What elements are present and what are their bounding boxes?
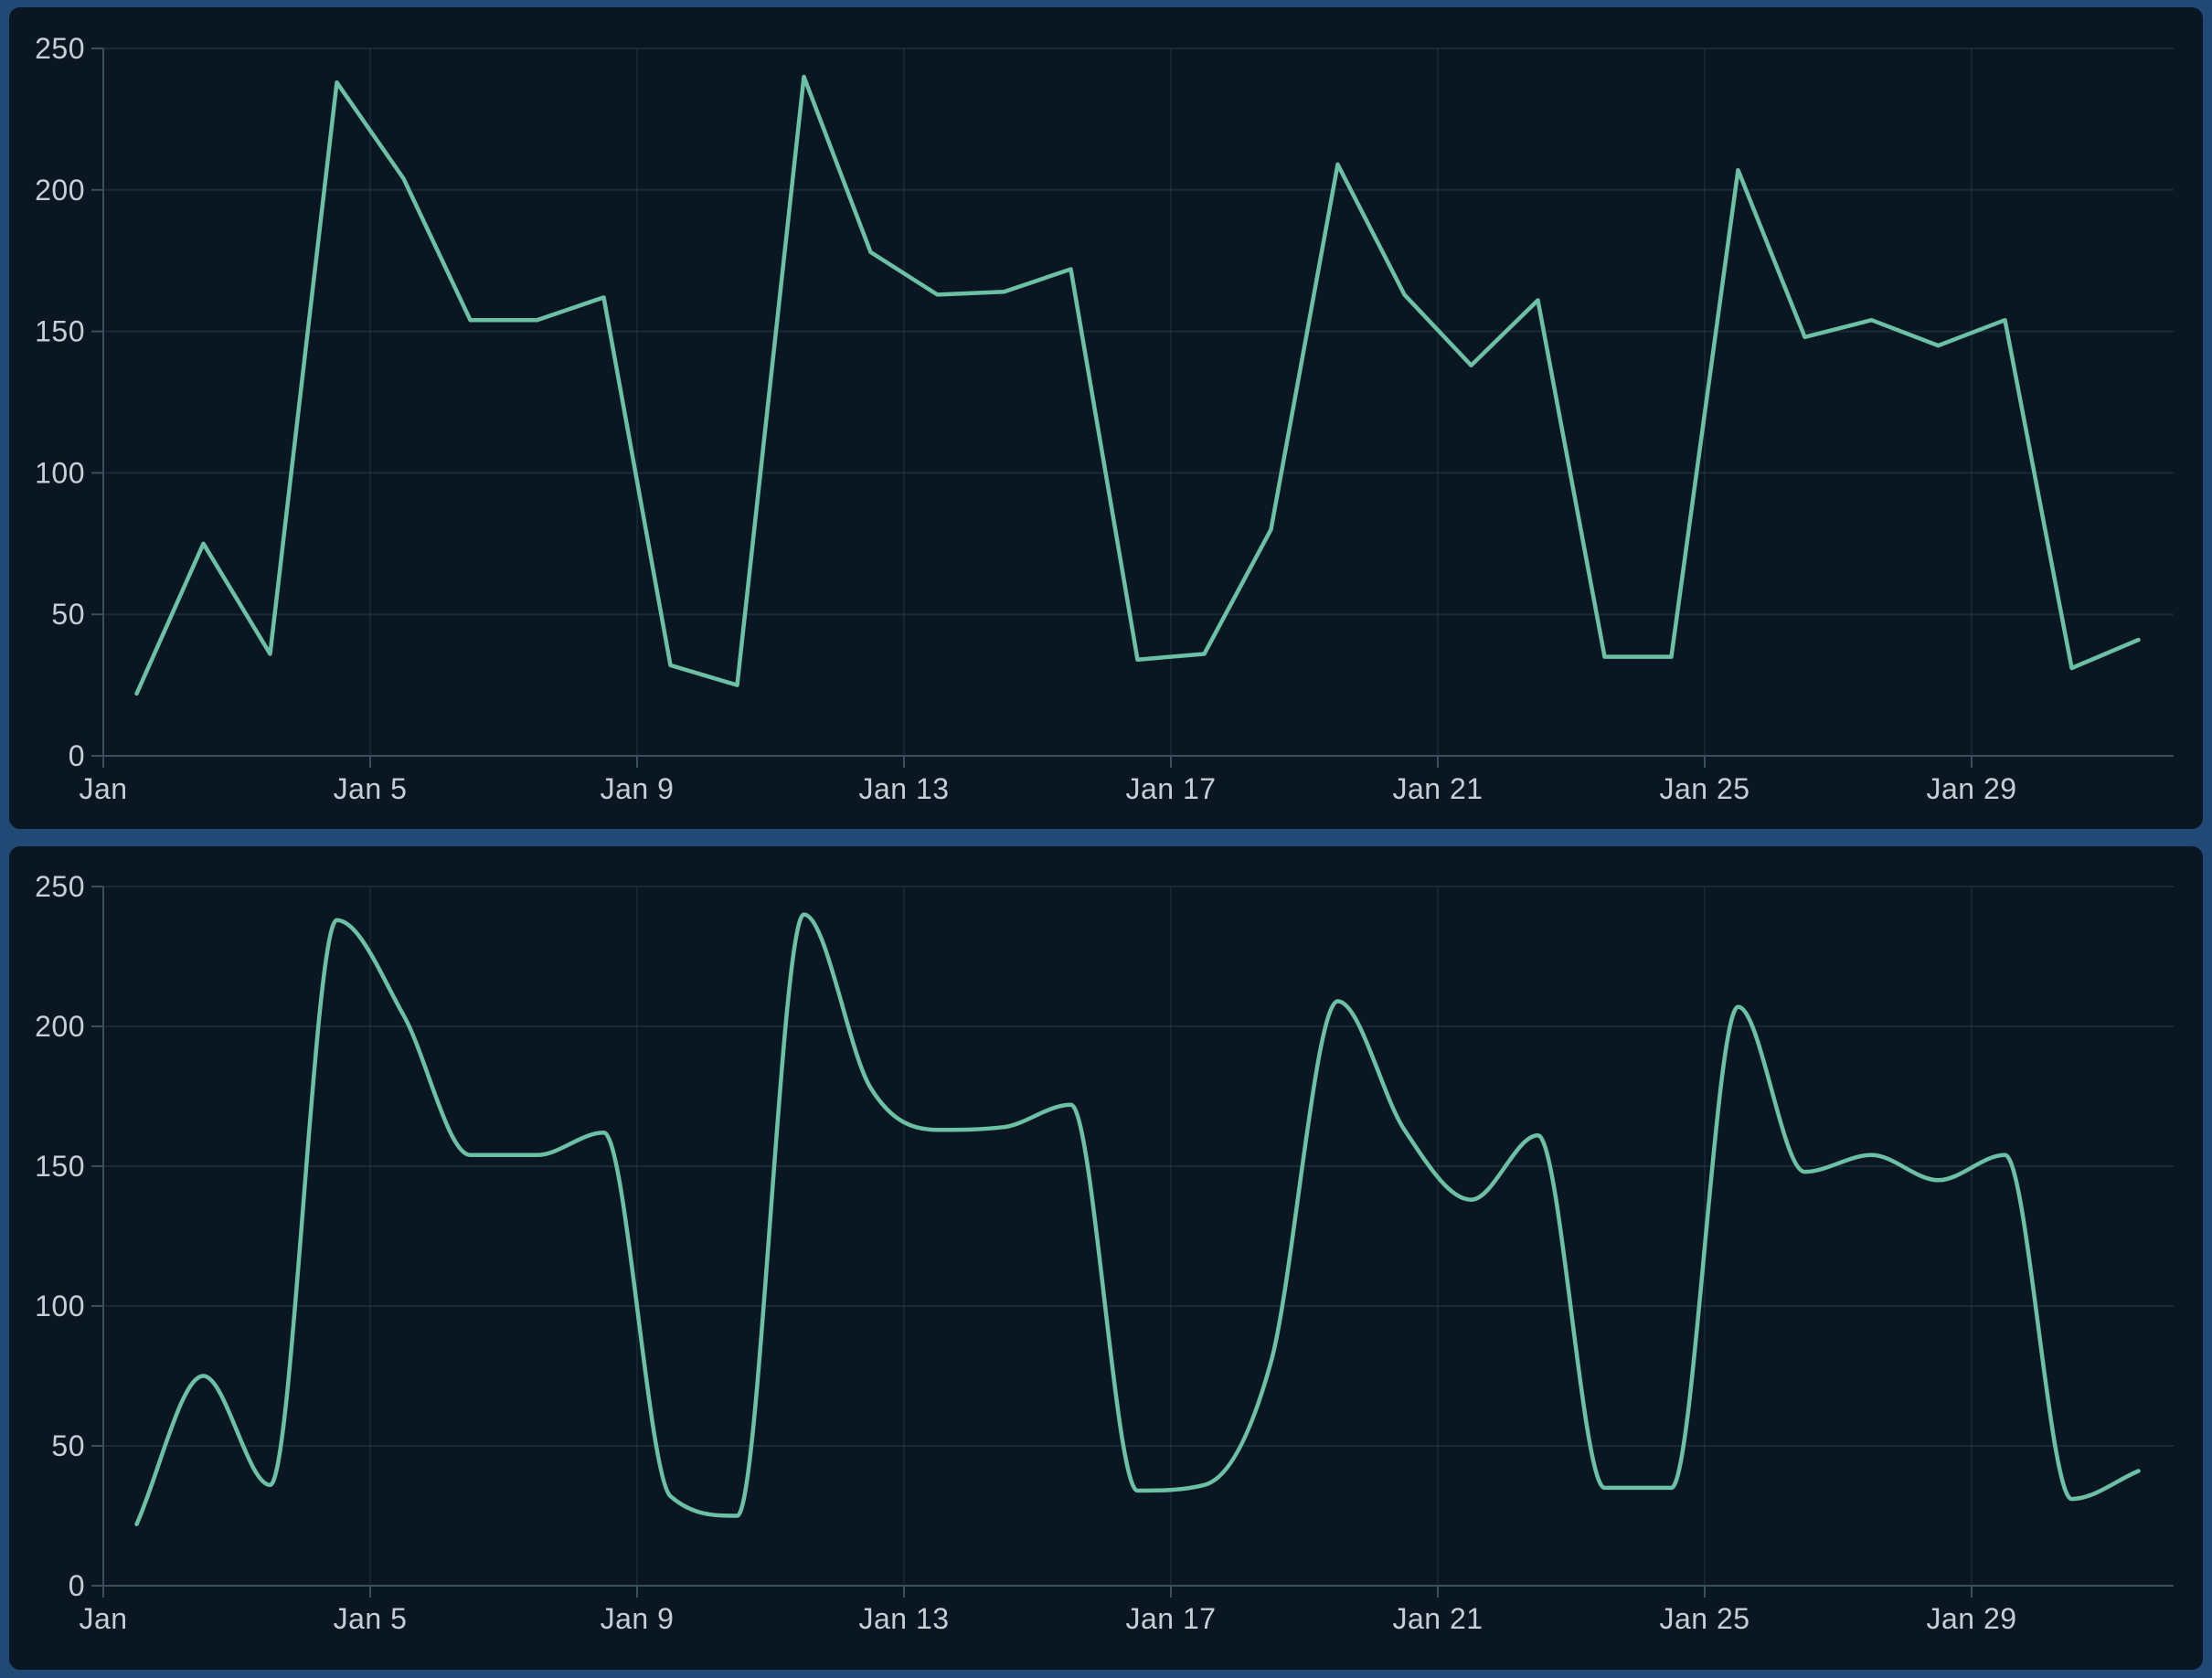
x-axis-tick-label: Jan 5: [334, 1602, 408, 1635]
x-axis-tick-label: Jan: [79, 1602, 127, 1635]
y-axis-tick-label: 50: [51, 598, 85, 631]
x-axis-tick-label: Jan 9: [601, 1602, 675, 1635]
y-axis-tick-label: 100: [35, 1290, 85, 1322]
series-line[interactable]: [134, 912, 2141, 1526]
x-axis-tick-label: Jan 21: [1392, 772, 1483, 805]
chart-panel-bottom: 0 50 100 150 200 250 Jan Jan 5 Jan 9 Jan 13 Jan 17…: [9, 846, 2203, 1670]
x-axis-tick-label: Jan 5: [334, 772, 408, 805]
y-axis-tick-label: 150: [35, 315, 85, 348]
x-axis-tick-label: Jan 17: [1125, 772, 1216, 805]
x-axis-tick-label: Jan 13: [858, 772, 949, 805]
chart-panel-top: 0 50 100 150 200 250 Jan Jan 5 Jan 9 Jan 13 Jan 17…: [9, 7, 2203, 829]
x-axis-tick-label: Jan 25: [1659, 772, 1749, 805]
series-line[interactable]: [134, 74, 2141, 696]
x-axis-tick-label: Jan 29: [1926, 772, 2016, 805]
line-chart-linear[interactable]: 0 50 100 150 200 250 Jan Jan 5 Jan 9 Jan 13 Jan 17…: [9, 7, 2203, 829]
x-axis-tick-label: Jan 17: [1125, 1602, 1216, 1635]
x-axis-tick-label: Jan 9: [601, 772, 675, 805]
y-axis-tick-label: 50: [51, 1429, 85, 1462]
x-axis-tick-label: Jan 25: [1659, 1602, 1749, 1635]
y-axis-tick-label: 150: [35, 1150, 85, 1183]
y-axis-tick-label: 250: [35, 32, 85, 65]
y-axis-tick-label: 200: [35, 1010, 85, 1043]
x-axis-tick-label: Jan 13: [858, 1602, 949, 1635]
y-axis-tick-label: 200: [35, 174, 85, 207]
x-axis-tick-label: Jan: [79, 772, 127, 805]
line-chart-smooth[interactable]: 0 50 100 150 200 250 Jan Jan 5 Jan 9 Jan 13 Jan 17…: [9, 846, 2203, 1670]
y-axis-tick-label: 0: [69, 739, 85, 772]
y-axis-tick-label: 100: [35, 456, 85, 489]
x-axis-tick-label: Jan 29: [1926, 1602, 2016, 1635]
x-axis-tick-label: Jan 21: [1392, 1602, 1483, 1635]
y-axis-tick-label: 0: [69, 1569, 85, 1602]
y-axis-tick-label: 250: [35, 870, 85, 903]
